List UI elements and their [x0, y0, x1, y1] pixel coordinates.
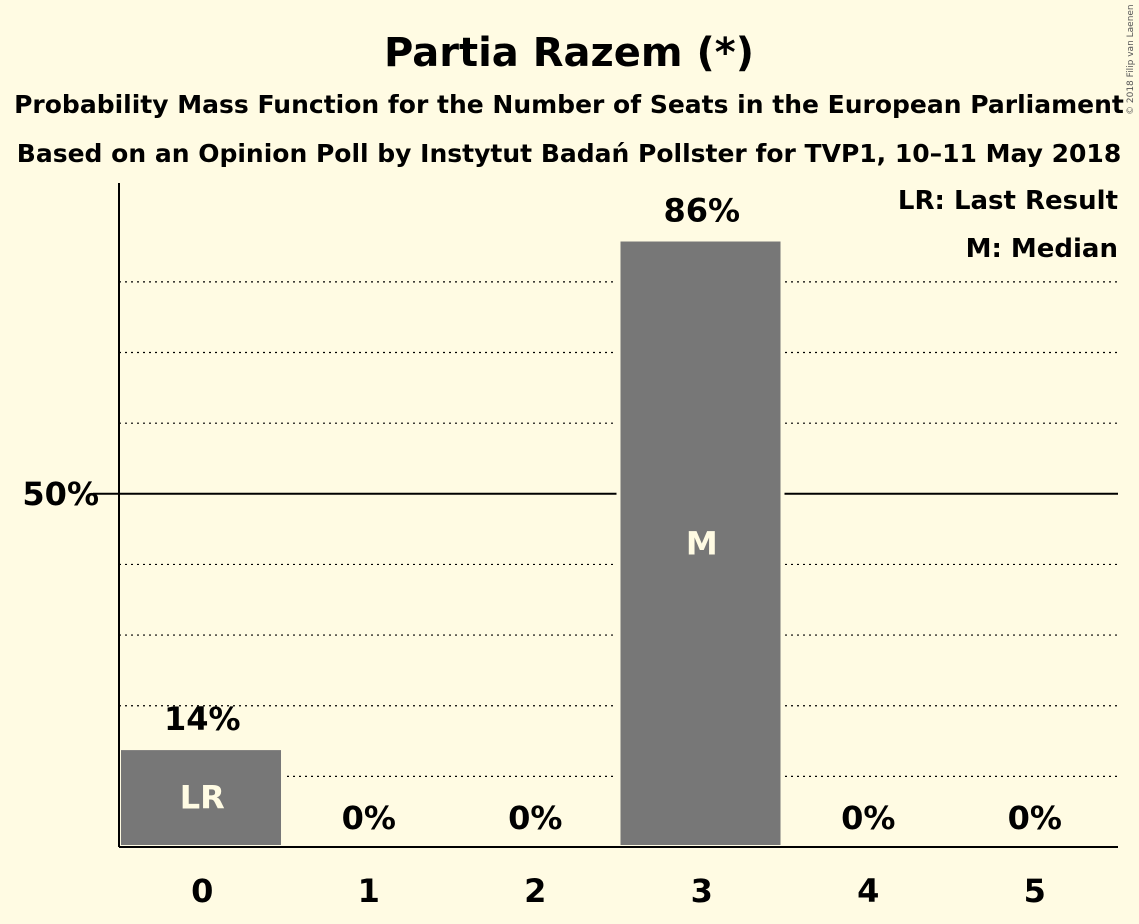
- bar-value-label: 0%: [342, 799, 396, 837]
- bar-value-label: 0%: [841, 799, 895, 837]
- bar: [117, 746, 286, 849]
- bar-value-label: 0%: [508, 799, 562, 837]
- bar-value-label: 14%: [164, 700, 241, 738]
- x-tick-label: 1: [358, 872, 380, 910]
- bars: [117, 237, 785, 850]
- bar-value-label: 0%: [1008, 799, 1062, 837]
- bar-inner-label: M: [686, 524, 718, 562]
- bar-inner-label: LR: [180, 779, 225, 817]
- chart-title: Partia Razem (*): [384, 30, 754, 76]
- legend-last-result: LR: Last Result: [898, 186, 1118, 216]
- chart-subtitle-2: Based on an Opinion Poll by Instytut Bad…: [17, 139, 1121, 168]
- bar-value-label: 86%: [663, 192, 740, 230]
- x-tick-label: 0: [191, 872, 213, 910]
- legend-median: M: Median: [966, 234, 1118, 264]
- x-tick-label: 5: [1024, 872, 1046, 910]
- x-tick-label: 2: [524, 872, 546, 910]
- y-tick-label: 50%: [22, 475, 99, 513]
- bar: [616, 237, 785, 850]
- axes: [118, 183, 1118, 848]
- copyright-text: © 2018 Filip van Laenen: [1126, 4, 1136, 115]
- labels: 50% 14% LR 0 0% 1 0% 2 86% M 3 0% 4 0% 5: [22, 192, 1062, 910]
- x-tick-label: 4: [857, 872, 879, 910]
- chart-subtitle-1: Probability Mass Function for the Number…: [14, 90, 1124, 119]
- x-tick-label: 3: [691, 872, 713, 910]
